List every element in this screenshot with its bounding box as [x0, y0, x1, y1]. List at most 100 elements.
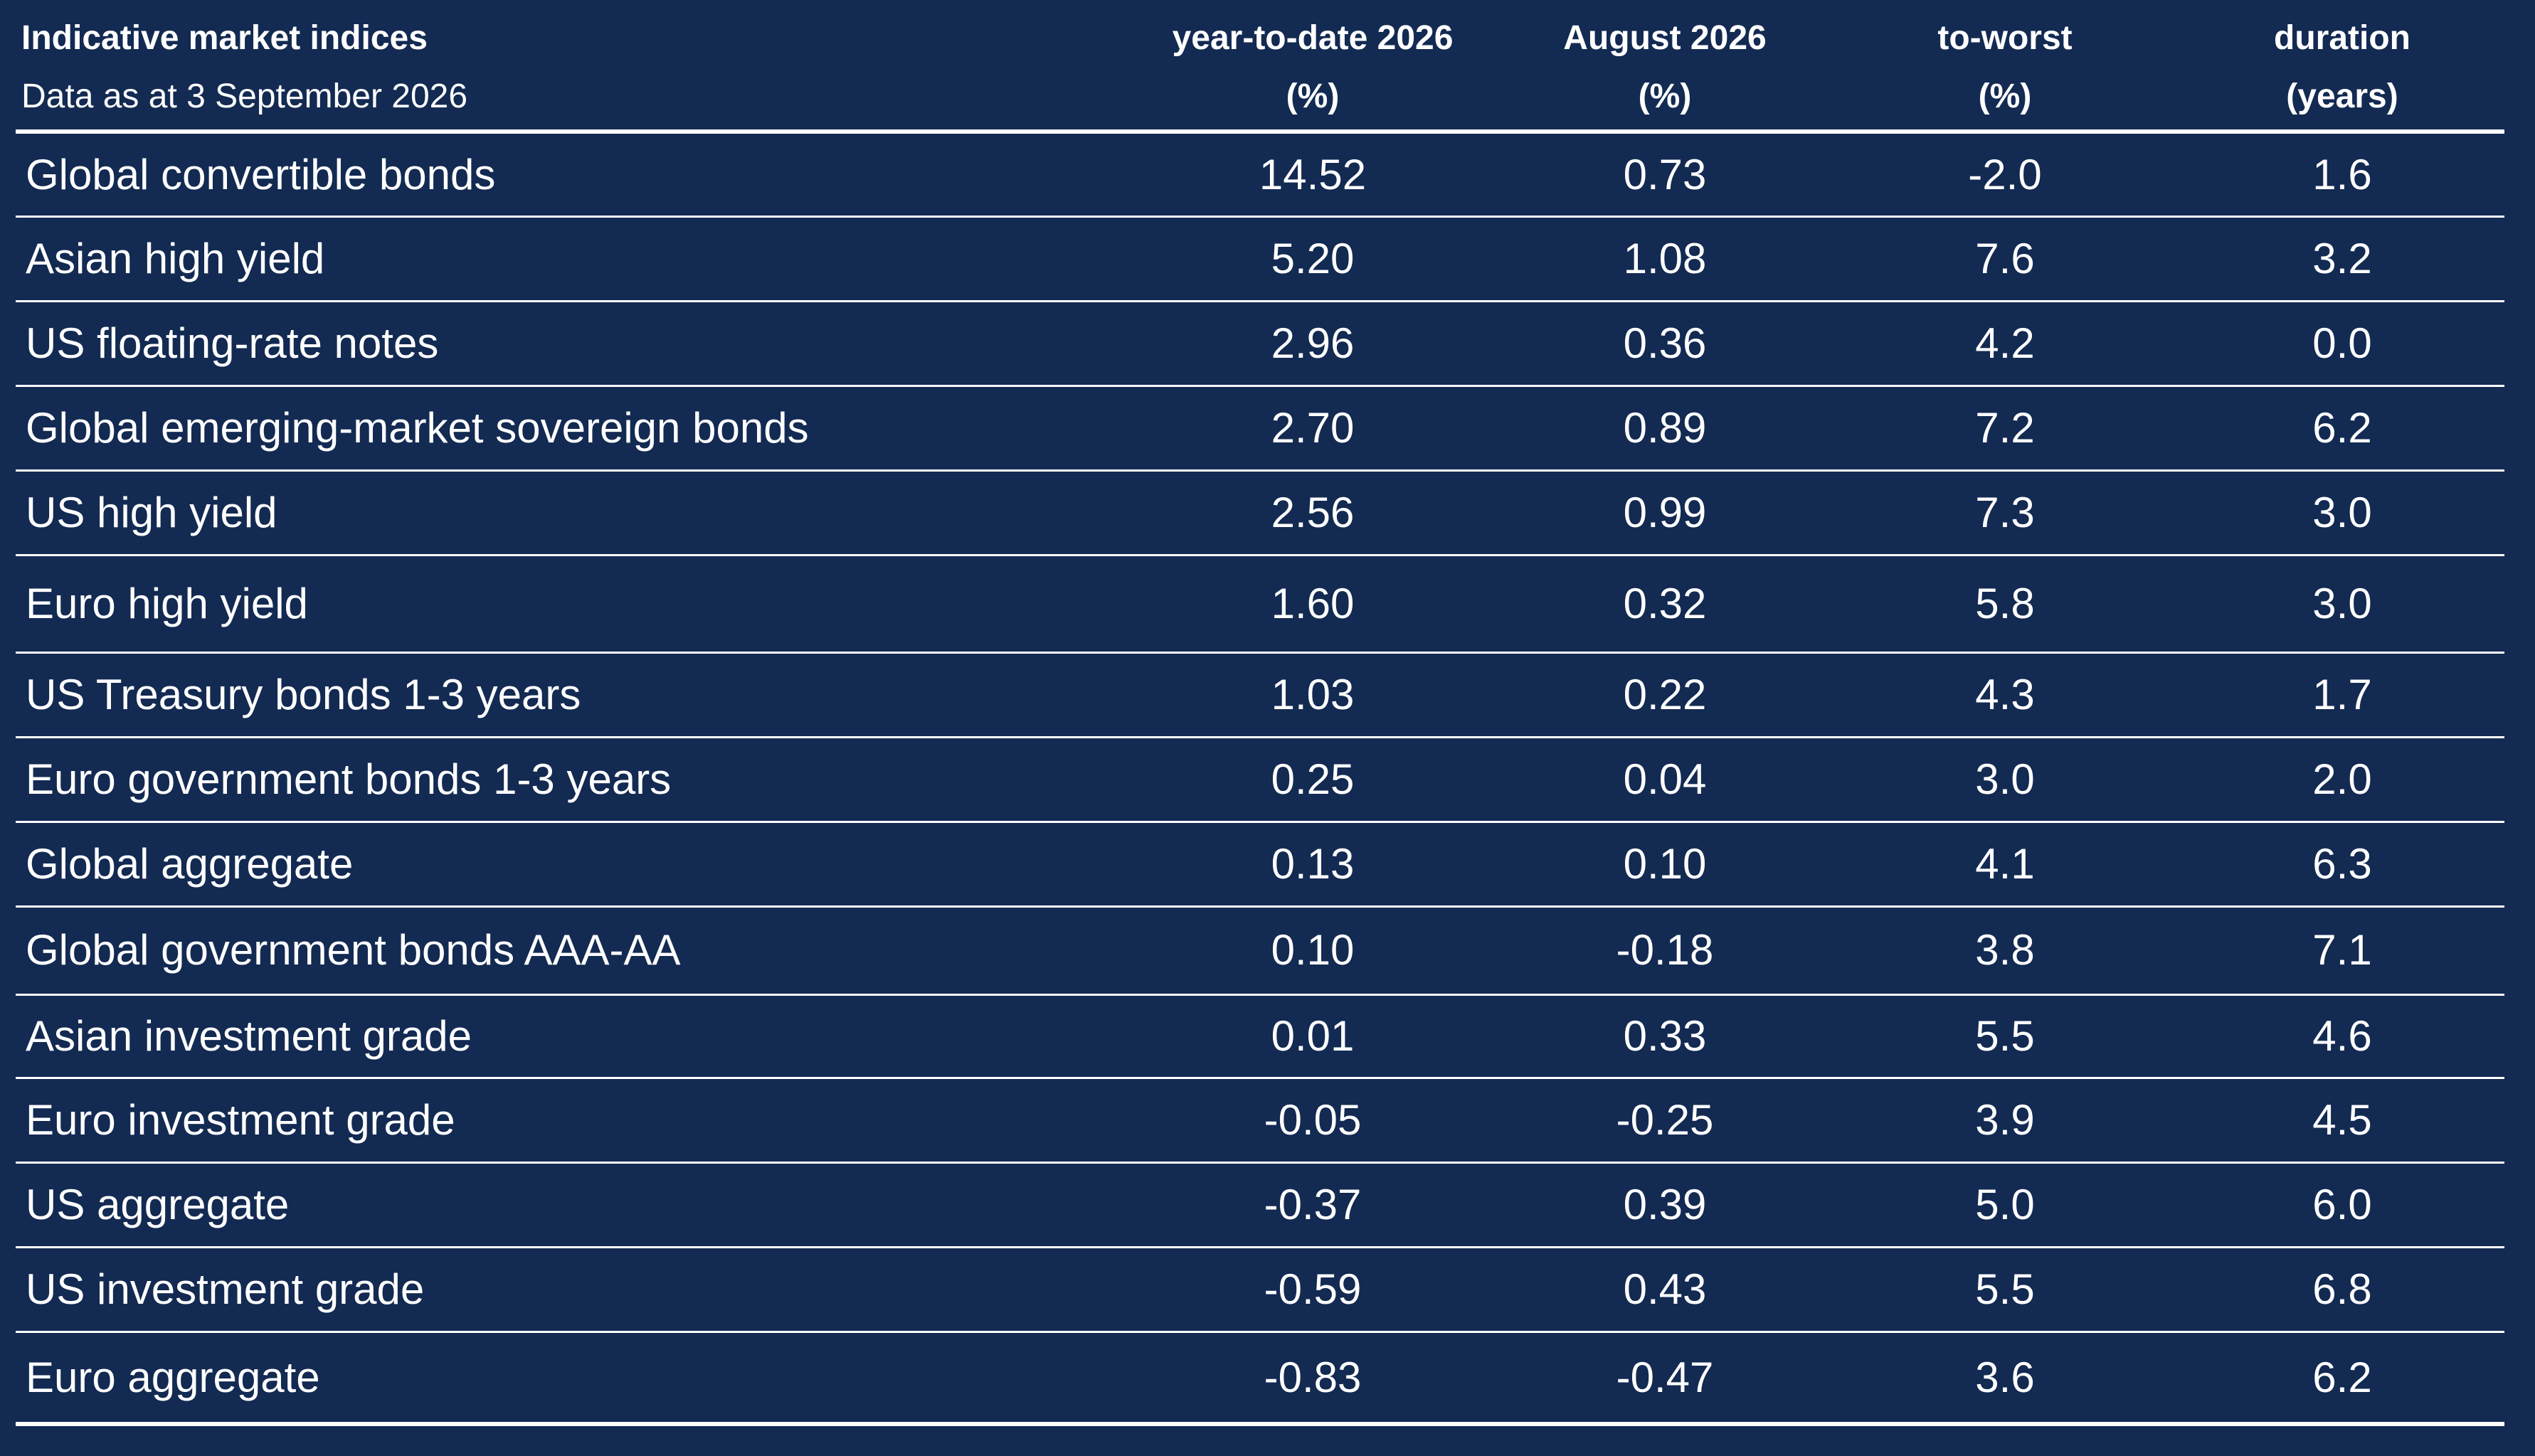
cell-august: 0.99	[1623, 488, 1707, 536]
cell-to-worst: 4.2	[1975, 319, 2035, 367]
row-divider	[16, 300, 2504, 302]
row-divider	[16, 469, 2504, 472]
row-divider	[16, 1246, 2504, 1248]
cell-august: 0.04	[1623, 755, 1707, 803]
row-label: US aggregate	[26, 1180, 290, 1228]
cell-duration: 4.5	[2312, 1095, 2372, 1144]
cell-duration: 3.0	[2312, 579, 2372, 627]
row-divider	[16, 216, 2504, 218]
cell-ytd: 0.25	[1271, 755, 1355, 803]
cell-ytd: -0.05	[1264, 1095, 1362, 1144]
cell-ytd: -0.37	[1264, 1180, 1362, 1228]
cell-duration: 1.7	[2312, 670, 2372, 718]
row-divider	[16, 1077, 2504, 1079]
cell-august: 0.39	[1623, 1180, 1707, 1228]
cell-august: 0.22	[1623, 670, 1707, 718]
table-bottom-rule	[16, 1422, 2504, 1426]
cell-to-worst: 3.9	[1975, 1095, 2035, 1144]
row-divider	[16, 1331, 2504, 1333]
row-label: US high yield	[26, 488, 277, 536]
cell-ytd: 0.01	[1271, 1011, 1355, 1060]
row-divider	[16, 652, 2504, 654]
row-label: US Treasury bonds 1-3 years	[26, 670, 581, 718]
cell-duration: 7.1	[2312, 926, 2372, 974]
row-label: Euro high yield	[26, 579, 308, 627]
cell-to-worst: 5.5	[1975, 1265, 2035, 1313]
row-label: Global convertible bonds	[26, 151, 496, 198]
cell-august: 0.33	[1623, 1011, 1707, 1060]
cell-duration: 6.3	[2312, 839, 2372, 888]
cell-ytd: 14.52	[1259, 151, 1367, 198]
cell-duration: 1.6	[2312, 151, 2372, 198]
cell-august: 0.89	[1623, 403, 1707, 452]
row-label: US investment grade	[26, 1265, 425, 1313]
cell-to-worst: 7.2	[1975, 403, 2035, 452]
column-unit-ytd: (%)	[1286, 78, 1340, 115]
cell-to-worst: 5.8	[1975, 579, 2035, 627]
column-header-duration: duration	[2274, 19, 2410, 57]
cell-ytd: 2.96	[1271, 319, 1355, 367]
cell-to-worst: 3.6	[1975, 1354, 2035, 1401]
row-label: Euro investment grade	[26, 1095, 455, 1144]
row-divider	[16, 821, 2504, 823]
cell-ytd: 1.60	[1271, 579, 1355, 627]
cell-august: 0.36	[1623, 319, 1707, 367]
cell-duration: 0.0	[2312, 319, 2372, 367]
cell-duration: 3.2	[2312, 234, 2372, 282]
table-title: Indicative market indices	[21, 19, 428, 57]
header-rule	[16, 129, 2504, 134]
row-divider	[16, 994, 2504, 996]
cell-august: 0.43	[1623, 1265, 1707, 1313]
cell-to-worst: 7.6	[1975, 234, 2035, 282]
cell-duration: 6.2	[2312, 1354, 2372, 1401]
row-divider	[16, 554, 2504, 556]
cell-ytd: 0.10	[1271, 926, 1355, 974]
cell-to-worst: -2.0	[1968, 151, 2042, 198]
row-label: Global emerging-market sovereign bonds	[26, 403, 809, 452]
cell-ytd: -0.83	[1264, 1354, 1362, 1401]
column-unit-duration: (years)	[2286, 78, 2398, 115]
cell-ytd: 5.20	[1271, 234, 1355, 282]
cell-to-worst: 3.8	[1975, 926, 2035, 974]
row-label: Asian high yield	[26, 234, 325, 282]
cell-ytd: 2.70	[1271, 403, 1355, 452]
cell-duration: 6.8	[2312, 1265, 2372, 1313]
row-divider	[16, 736, 2504, 738]
column-header-ytd: year-to-date 2026	[1172, 19, 1454, 57]
cell-august: 0.10	[1623, 839, 1707, 888]
cell-to-worst: 7.3	[1975, 488, 2035, 536]
cell-august: 0.73	[1623, 151, 1707, 198]
row-divider	[16, 905, 2504, 908]
cell-ytd: 0.13	[1271, 839, 1355, 888]
column-unit-to-worst: (%)	[1978, 78, 2032, 115]
column-unit-august: (%)	[1638, 78, 1692, 115]
table-subtitle: Data as at 3 September 2026	[21, 78, 468, 115]
row-label: Euro government bonds 1-3 years	[26, 755, 672, 803]
cell-ytd: 2.56	[1271, 488, 1355, 536]
cell-august: -0.25	[1616, 1095, 1714, 1144]
row-divider	[16, 1162, 2504, 1164]
cell-august: -0.18	[1616, 926, 1714, 974]
cell-to-worst: 4.3	[1975, 670, 2035, 718]
cell-duration: 6.0	[2312, 1180, 2372, 1228]
cell-august: -0.47	[1616, 1354, 1714, 1401]
row-label: Global aggregate	[26, 839, 354, 888]
cell-duration: 4.6	[2312, 1011, 2372, 1060]
cell-ytd: -0.59	[1264, 1265, 1362, 1313]
cell-duration: 2.0	[2312, 755, 2372, 803]
cell-august: 0.32	[1623, 579, 1707, 627]
cell-duration: 6.2	[2312, 403, 2372, 452]
row-divider	[16, 385, 2504, 387]
row-label: Euro aggregate	[26, 1354, 320, 1401]
cell-august: 1.08	[1623, 234, 1707, 282]
row-label: Global government bonds AAA-AA	[26, 926, 681, 974]
column-header-august: August 2026	[1563, 19, 1767, 57]
cell-ytd: 1.03	[1271, 670, 1355, 718]
column-header-to-worst: to-worst	[1937, 19, 2073, 57]
cell-to-worst: 4.1	[1975, 839, 2035, 888]
row-label: Asian investment grade	[26, 1011, 472, 1060]
row-label: US floating-rate notes	[26, 319, 439, 367]
cell-to-worst: 5.5	[1975, 1011, 2035, 1060]
cell-to-worst: 3.0	[1975, 755, 2035, 803]
